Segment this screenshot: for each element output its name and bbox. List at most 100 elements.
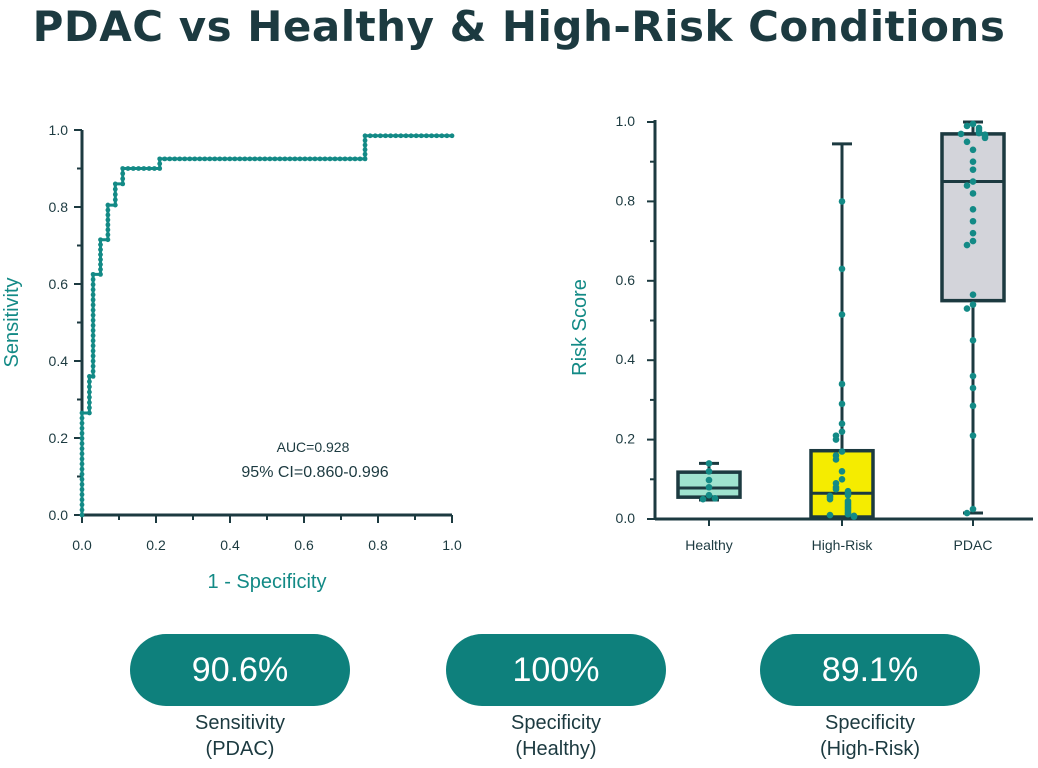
data-point (975, 129, 983, 137)
roc-point (146, 166, 152, 171)
data-point (963, 241, 971, 249)
roc-point (342, 156, 348, 162)
roc-point (98, 247, 103, 253)
roc-point (257, 156, 263, 162)
roc-point (393, 133, 399, 139)
roc-point (157, 161, 163, 167)
roc-point (79, 451, 85, 457)
roc-point (112, 186, 118, 192)
roc-point (232, 156, 238, 162)
roc-point (105, 227, 111, 233)
data-point (969, 372, 977, 380)
roc-point (98, 237, 103, 243)
roc-point (439, 133, 445, 139)
data-point (832, 485, 840, 493)
roc-point (79, 456, 85, 462)
roc-point (444, 133, 450, 139)
roc-point (79, 461, 85, 467)
data-point (838, 400, 846, 408)
roc-point (312, 156, 318, 162)
roc-point (87, 389, 92, 395)
data-point (832, 456, 840, 463)
roc-point (105, 212, 111, 218)
data-point (838, 380, 846, 388)
roc-point (307, 156, 313, 162)
roc-point (79, 441, 85, 446)
data-point (969, 158, 977, 165)
y-tick-label: 0.4 (616, 351, 636, 367)
x-tick-label: 0.8 (368, 537, 388, 553)
roc-point (90, 368, 96, 374)
y-tick-label: 0.6 (616, 272, 636, 288)
data-point (850, 513, 858, 520)
data-point (838, 448, 846, 455)
data-point (969, 229, 977, 237)
roc-point (207, 156, 213, 162)
roc-point (162, 156, 168, 162)
roc-point (105, 232, 111, 238)
roc-point (79, 481, 85, 487)
data-point (969, 206, 977, 213)
roc-chart: 0.0 0.2 0.4 0.6 0.8 1.0 0.0 0.2 0.4 0.6 0.8 1.0 1 - … (1, 122, 462, 593)
data-point (969, 384, 977, 392)
roc-point (98, 267, 103, 272)
roc-point (112, 202, 118, 208)
roc-point (105, 217, 111, 223)
roc-point (297, 156, 303, 162)
roc-point (90, 363, 96, 369)
roc-point (120, 166, 126, 171)
data-point (705, 491, 713, 499)
x-tick-label: High-Risk (812, 537, 874, 553)
roc-point (79, 415, 85, 421)
roc-point (434, 133, 440, 139)
stat-specificity-healthy: 100% Specificity (Healthy) (436, 634, 676, 762)
roc-point (79, 446, 85, 452)
roc-point (90, 374, 96, 379)
roc-point (152, 166, 157, 171)
roc-point (79, 420, 85, 426)
roc-point (90, 277, 96, 282)
x-tick-label: 0.4 (220, 537, 240, 553)
roc-point (87, 410, 92, 416)
roc-curve (80, 134, 452, 515)
roc-point (362, 133, 368, 139)
page-title: PDAC vs Healthy & High-Risk Conditions (32, 2, 1006, 51)
roc-point (362, 137, 368, 143)
data-point (969, 505, 977, 513)
roc-point (79, 436, 85, 441)
x-tick-label: PDAC (954, 537, 993, 553)
y-tick-label: 0.4 (49, 353, 69, 369)
roc-point (362, 147, 368, 153)
y-tick-label: 0.0 (49, 507, 69, 523)
roc-point (90, 292, 96, 298)
roc-point (403, 133, 409, 139)
y-tick-label: 0.0 (616, 510, 636, 526)
roc-point (90, 358, 96, 364)
data-point (711, 495, 719, 502)
data-point (844, 510, 852, 518)
roc-point (172, 156, 178, 162)
roc-point (79, 425, 85, 431)
roc-point (177, 156, 183, 162)
roc-point (322, 156, 328, 162)
roc-point (337, 156, 343, 162)
roc-point (105, 202, 111, 208)
stat-value-pill: 100% (446, 634, 666, 706)
data-point (838, 428, 846, 435)
roc-point (187, 156, 193, 162)
roc-point (79, 476, 85, 482)
data-point (969, 301, 977, 308)
roc-point (377, 133, 383, 139)
data-point (832, 436, 840, 443)
roc-point (90, 328, 96, 333)
data-point (838, 476, 846, 483)
roc-point (247, 156, 253, 162)
roc-point (217, 156, 223, 162)
roc-point (90, 282, 96, 287)
roc-point (383, 133, 388, 139)
roc-point (79, 430, 85, 436)
roc-point (87, 405, 92, 411)
stat-label: Specificity (Healthy) (436, 710, 676, 762)
roc-point (332, 156, 338, 162)
roc-point (90, 317, 96, 323)
